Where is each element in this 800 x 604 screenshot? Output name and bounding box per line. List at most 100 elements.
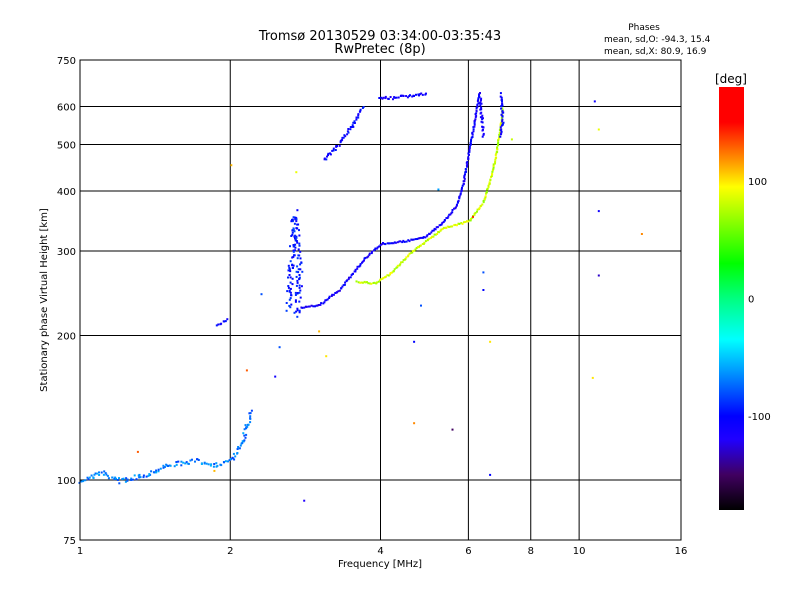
data-point bbox=[501, 120, 504, 123]
noise-point bbox=[591, 376, 594, 379]
data-point bbox=[294, 234, 297, 237]
data-point bbox=[467, 157, 470, 160]
data-point bbox=[294, 300, 297, 303]
data-point bbox=[500, 96, 503, 99]
data-point bbox=[291, 220, 294, 223]
data-point bbox=[340, 139, 343, 142]
data-point bbox=[500, 132, 503, 135]
data-point bbox=[419, 244, 422, 247]
data-point bbox=[432, 229, 435, 232]
data-point bbox=[491, 169, 494, 172]
data-point bbox=[98, 471, 100, 474]
data-point bbox=[396, 241, 399, 244]
data-point bbox=[411, 250, 414, 253]
data-point bbox=[396, 266, 399, 269]
data-point bbox=[177, 460, 180, 463]
data-point bbox=[207, 463, 210, 466]
data-point bbox=[376, 246, 379, 249]
data-point bbox=[402, 239, 405, 242]
data-point bbox=[296, 279, 299, 282]
data-point bbox=[490, 175, 493, 177]
data-point bbox=[441, 221, 444, 224]
data-point bbox=[356, 267, 359, 270]
data-point bbox=[338, 289, 341, 292]
data-point bbox=[299, 263, 302, 266]
data-point bbox=[357, 114, 360, 117]
x-axis-label: Frequency [MHz] bbox=[338, 559, 422, 570]
data-point bbox=[407, 254, 410, 257]
data-point bbox=[227, 460, 229, 463]
data-point bbox=[425, 92, 427, 95]
data-point bbox=[393, 96, 396, 99]
data-point bbox=[124, 480, 127, 483]
data-point bbox=[393, 241, 396, 244]
data-point bbox=[295, 270, 298, 273]
data-point bbox=[378, 245, 381, 248]
data-point bbox=[244, 436, 247, 439]
data-point bbox=[296, 241, 299, 244]
data-point bbox=[488, 182, 491, 185]
chart-subtitle: RwPretec (8p) bbox=[334, 42, 425, 57]
data-point bbox=[131, 478, 134, 481]
data-point bbox=[501, 104, 504, 107]
noise-point bbox=[593, 100, 596, 103]
data-point bbox=[460, 188, 463, 191]
data-point bbox=[364, 281, 367, 284]
data-point bbox=[118, 482, 121, 485]
data-point bbox=[82, 480, 85, 483]
data-point bbox=[382, 242, 384, 244]
data-point bbox=[105, 473, 108, 476]
data-point bbox=[472, 130, 475, 133]
data-point bbox=[334, 149, 337, 151]
data-point bbox=[355, 116, 358, 119]
data-point bbox=[236, 452, 239, 454]
data-point bbox=[420, 92, 423, 95]
data-point bbox=[389, 242, 392, 245]
data-point bbox=[379, 278, 382, 281]
data-point bbox=[352, 121, 355, 124]
data-point bbox=[477, 102, 480, 105]
data-point bbox=[103, 470, 106, 473]
data-point bbox=[139, 476, 142, 479]
data-point bbox=[386, 242, 389, 245]
data-point bbox=[500, 107, 503, 110]
data-point bbox=[288, 290, 291, 293]
data-point bbox=[169, 464, 172, 467]
data-point bbox=[471, 133, 474, 136]
data-point bbox=[298, 277, 301, 280]
data-point bbox=[479, 112, 482, 115]
data-point bbox=[289, 281, 292, 284]
noise-point bbox=[420, 304, 422, 307]
data-point bbox=[349, 276, 352, 279]
data-point bbox=[203, 461, 206, 464]
data-point bbox=[466, 165, 468, 168]
data-point bbox=[469, 219, 472, 222]
data-point bbox=[224, 460, 227, 463]
data-point bbox=[239, 444, 242, 447]
data-point bbox=[380, 243, 383, 246]
data-point bbox=[334, 292, 337, 294]
data-point bbox=[443, 219, 446, 221]
data-point bbox=[495, 150, 498, 153]
data-point bbox=[357, 281, 360, 284]
data-point bbox=[440, 223, 443, 226]
data-point bbox=[297, 248, 300, 251]
data-point bbox=[451, 211, 454, 214]
data-point bbox=[484, 196, 487, 199]
data-point bbox=[332, 147, 335, 150]
data-point bbox=[291, 256, 294, 259]
data-point bbox=[467, 156, 470, 159]
data-point bbox=[492, 168, 495, 171]
data-point bbox=[425, 235, 428, 238]
data-point bbox=[213, 463, 216, 465]
data-point bbox=[501, 115, 504, 118]
data-point bbox=[191, 458, 193, 461]
colorbar-ticks: 100 0 -100 bbox=[748, 177, 771, 423]
data-point bbox=[353, 120, 356, 123]
data-point bbox=[384, 95, 387, 98]
data-point bbox=[448, 213, 451, 216]
data-point bbox=[492, 166, 495, 169]
data-point bbox=[463, 180, 466, 182]
data-point bbox=[359, 281, 362, 284]
data-point bbox=[180, 460, 183, 463]
